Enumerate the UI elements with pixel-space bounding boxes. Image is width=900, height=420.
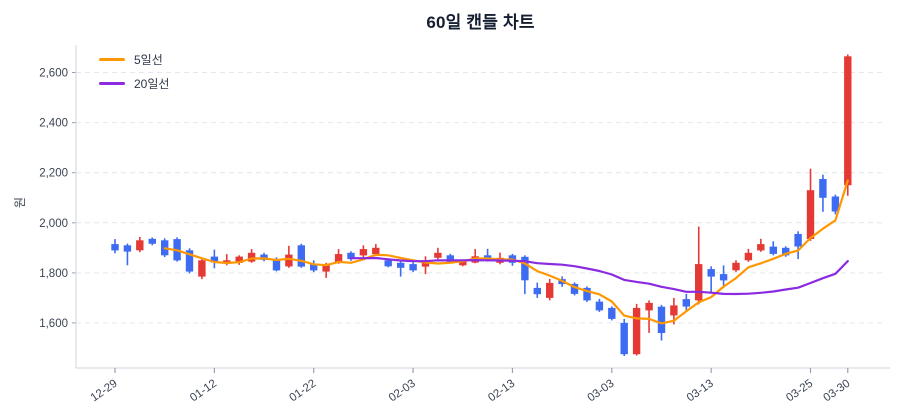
x-tick-label: 03-13 [685,378,716,405]
ma20-line-swatch [99,82,125,85]
candle-body-down [123,245,132,252]
candle-body-down [682,299,690,307]
candle-body-up [235,256,243,263]
candle-body-up [806,190,815,239]
candle-body-up [359,249,368,256]
candle-body-down [819,179,827,198]
ma5-line-swatch [99,58,125,61]
candle-body-up [732,262,740,271]
candle-body-down [272,259,281,271]
ma20-line [349,256,849,296]
candle-body-down [570,283,579,294]
x-tick-label: 01-22 [287,378,318,405]
candle-body-up [645,302,653,311]
candle-body-down [111,244,119,251]
x-tick-label: 03-30 [822,378,853,405]
candle-body-up [744,252,753,261]
candle-body-down [719,274,728,281]
candle-body-up [198,260,206,277]
x-tick-label: 03-25 [784,378,815,405]
x-tick-label: 01-12 [188,378,219,405]
candle-body-down [397,262,405,268]
candle-body-down [210,256,219,263]
candle-body-down [769,246,777,254]
candle-body-up [434,252,442,258]
candle-body-down [521,256,529,281]
candle-body-down [148,238,156,244]
candle-body-down [409,264,417,271]
candle-body-down [310,264,318,271]
candle-body-up [459,260,467,266]
candle-body-down [347,252,355,260]
legend-item-ma5: 5일선 [99,51,169,68]
candle-body-down [595,301,604,311]
candle-body-down [260,254,268,260]
candle-body-down [794,234,802,247]
legend-item-ma20: 20일선 [99,75,169,92]
candle-body-up [844,56,852,186]
y-tick-label: 2,000 [39,218,68,230]
candle-body-up [695,264,703,301]
candle-body-up [632,307,641,355]
chart-title: 60일 캔들 차트 [426,13,535,32]
candle-body-up [322,264,330,272]
candle-body-down [657,306,666,333]
candle-body-up [546,282,554,298]
candle-body-up [757,244,765,251]
candle-body-down [185,250,194,272]
ma5-label: 5일선 [134,53,163,67]
y-tick-label: 2,200 [39,168,68,180]
candle-body-up [670,305,678,316]
ma5-line [163,179,849,325]
candle-body-up [247,252,256,262]
candle-body-up [285,254,293,267]
candle-body-down [446,255,454,263]
candle-body-up [223,260,231,263]
y-tick-label: 2,400 [39,118,68,130]
candle-body-down [608,307,616,319]
candle-body-down [533,287,541,295]
ma20-label: 20일선 [134,77,170,91]
y-tick-label: 2,600 [39,68,68,80]
candle-body-down [297,245,305,267]
legend: 5일선 20일선 [99,51,169,92]
x-tick-label: 02-03 [387,378,418,405]
candle-body-up [334,254,343,263]
y-tick-label: 1,800 [39,268,68,280]
x-tick-label: 02-13 [486,378,517,405]
candle-body-down [583,287,591,301]
x-tick-label: 12-29 [89,378,120,405]
y-tick-label: 1,600 [39,318,68,330]
candle-body-up [372,247,380,255]
candle-body-down [831,196,840,212]
candle-body-down [707,269,715,277]
x-tick-label: 03-03 [586,378,617,405]
candle-body-down [384,260,392,267]
candle-body-down [620,322,628,355]
candle-body-down [782,247,790,256]
candle-body-up [136,240,144,251]
